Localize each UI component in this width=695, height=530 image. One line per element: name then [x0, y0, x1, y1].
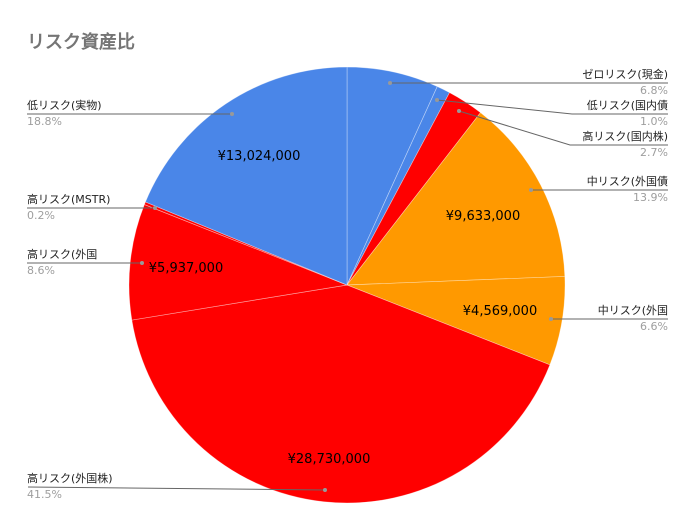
- leader-dot: [153, 206, 157, 210]
- slice-name: 高リスク(外国株): [27, 472, 113, 485]
- leader-line: [458, 110, 668, 146]
- slice-percent: 13.9%: [633, 191, 668, 204]
- leader-dot: [323, 488, 327, 492]
- pie-slice[interactable]: [346, 92, 481, 286]
- slice-percent: 2.7%: [640, 146, 668, 159]
- leader-dot: [457, 109, 461, 113]
- slice-percent: 0.2%: [27, 209, 55, 222]
- slice-percent: 6.6%: [640, 320, 668, 333]
- pie-slice[interactable]: [346, 86, 450, 286]
- legend-label: ゼロリスク(現金) 6.8%: [468, 68, 668, 98]
- leader-line: [27, 486, 326, 491]
- value-label: ¥9,633,000: [446, 209, 520, 224]
- legend-label: 高リスク(MSTR) 0.2%: [27, 193, 110, 223]
- slice-name: 低リスク(実物): [27, 99, 102, 112]
- value-label: ¥13,024,000: [218, 149, 301, 164]
- slice-percent: 6.8%: [640, 84, 668, 97]
- legend-label: 高リスク(外国株) 41.5%: [27, 472, 113, 502]
- slice-name: ゼロリスク(現金): [582, 68, 668, 81]
- legend-label: 低リスク(実物) 18.8%: [27, 99, 102, 129]
- value-label: ¥28,730,000: [288, 452, 371, 467]
- slice-name: 高リスク(MSTR): [27, 193, 111, 206]
- slice-percent: 1.0%: [640, 115, 668, 128]
- pie-slice[interactable]: [346, 112, 566, 286]
- leader-dot: [230, 112, 234, 116]
- pie-slice[interactable]: [131, 284, 551, 504]
- value-label: ¥5,937,000: [149, 261, 223, 276]
- legend-label: 中リスク(外国債 13.9%: [468, 175, 668, 205]
- slice-name: 低リスク(国内債: [586, 99, 668, 112]
- legend-label: 低リスク(国内債 1.0%: [468, 99, 668, 129]
- slice-name: 高リスク(国内株): [582, 130, 668, 143]
- slice-percent: 18.8%: [27, 115, 62, 128]
- leader-dot: [140, 261, 144, 265]
- slice-name: 中リスク(外国: [597, 304, 668, 317]
- chart-title: リスク資産比: [27, 32, 135, 53]
- pie-slice[interactable]: [143, 201, 348, 286]
- pie-slice[interactable]: [144, 66, 348, 286]
- leader-dot: [388, 81, 392, 85]
- slice-name: 中リスク(外国債: [586, 175, 668, 188]
- leader-dot: [529, 188, 533, 192]
- pie-slice[interactable]: [346, 276, 566, 366]
- slice-percent: 41.5%: [27, 488, 62, 501]
- leader-dot: [549, 317, 553, 321]
- leader-line: [436, 99, 668, 115]
- value-label: ¥4,569,000: [463, 304, 537, 319]
- pie-slice[interactable]: [346, 66, 438, 286]
- slice-percent: 8.6%: [27, 264, 55, 277]
- legend-label: 高リスク(国内株) 2.7%: [468, 130, 668, 160]
- legend-label: 高リスク(外国 8.6%: [27, 248, 97, 278]
- legend-label: 中リスク(外国 6.6%: [468, 304, 668, 334]
- slice-name: 高リスク(外国: [27, 248, 98, 261]
- leader-dot: [435, 98, 439, 102]
